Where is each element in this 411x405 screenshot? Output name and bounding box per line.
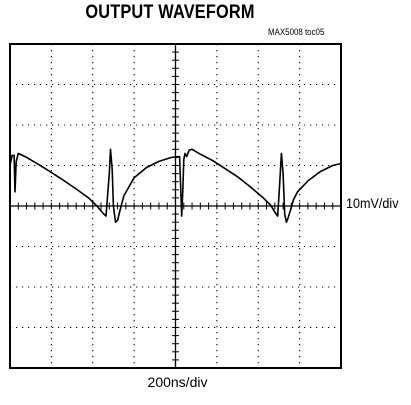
- vertical-scale-label: 10mV/div: [346, 195, 399, 211]
- horizontal-scale-label: 200ns/div: [147, 374, 208, 390]
- chart-title: OUTPUT WAVEFORM: [85, 2, 255, 23]
- center-axis-ticks: [10, 44, 341, 368]
- figure-tag: MAX5008 toc05: [268, 27, 325, 37]
- waveform-trace: [9, 148, 342, 223]
